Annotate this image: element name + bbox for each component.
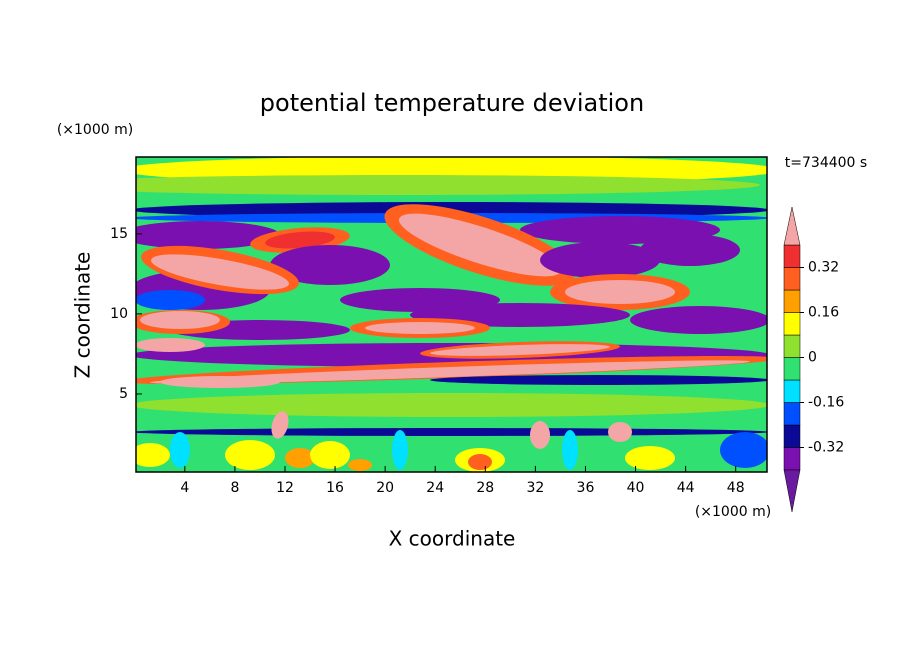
colorbar-over <box>783 206 801 246</box>
x-tick-label: 16 <box>326 480 344 496</box>
x-tick-label: 44 <box>677 480 695 496</box>
contour-region <box>136 338 205 352</box>
colorbar-tick-label: 0.32 <box>808 260 839 276</box>
colorbar-box <box>783 267 801 291</box>
contour-region <box>562 430 578 470</box>
plot-frame <box>135 156 768 473</box>
colorbar-box <box>783 424 801 448</box>
x-tick-label: 32 <box>526 480 544 496</box>
contour-region <box>720 432 767 468</box>
colorbar-box <box>783 289 801 313</box>
contour-field <box>136 157 767 472</box>
contour-region <box>136 290 205 310</box>
x-axis-label: X coordinate <box>389 527 516 551</box>
x-tick-label: 36 <box>577 480 595 496</box>
annotation: t=734400 s <box>785 155 867 171</box>
contour-region <box>136 443 170 467</box>
chart-title: potential temperature deviation <box>260 89 644 117</box>
contour-region <box>565 280 675 304</box>
contour-region <box>136 428 767 436</box>
contour-region <box>430 344 610 356</box>
contour-region <box>630 306 767 334</box>
x-tick-label: 24 <box>426 480 444 496</box>
y-tick-label: 10 <box>110 306 128 322</box>
contour-region <box>398 213 562 277</box>
contour-region <box>160 376 280 388</box>
x-unit: (×1000 m) <box>695 504 771 520</box>
contour-region <box>151 254 289 290</box>
contour-region <box>170 432 190 468</box>
contour-region <box>271 411 289 439</box>
x-tick-label: 4 <box>180 480 189 496</box>
colorbar-box <box>783 447 801 471</box>
contour-region <box>136 221 280 249</box>
contour-region <box>270 245 390 285</box>
colorbar-tick-label: -0.32 <box>808 440 844 456</box>
contour-region <box>625 446 675 470</box>
x-tick-label: 20 <box>376 480 394 496</box>
colorbar-tick-label: -0.16 <box>808 395 844 411</box>
colorbar-box <box>783 312 801 336</box>
colorbar-tick-label: 0 <box>808 350 817 366</box>
contour-region <box>468 454 492 470</box>
contour-region <box>140 311 220 329</box>
contour-region <box>430 375 767 385</box>
x-tick-label: 12 <box>276 480 294 496</box>
contour-region <box>310 441 350 469</box>
contour-region <box>530 421 550 449</box>
contour-region <box>225 440 275 470</box>
x-tick-label: 48 <box>727 480 745 496</box>
contour-region <box>285 448 315 468</box>
colorbar-box <box>783 244 801 268</box>
x-tick-label: 28 <box>476 480 494 496</box>
y-tick-label: 15 <box>110 226 128 242</box>
x-tick-label: 40 <box>627 480 645 496</box>
contour-region <box>540 242 660 278</box>
y-unit: (×1000 m) <box>57 122 133 138</box>
contour-region <box>608 422 632 442</box>
colorbar-box <box>783 379 801 403</box>
y-axis-label: Z coordinate <box>71 252 95 379</box>
x-tick-label: 8 <box>230 480 239 496</box>
colorbar-box <box>783 357 801 381</box>
colorbar-box <box>783 402 801 426</box>
contour-region <box>136 393 767 417</box>
contour-region <box>640 234 740 266</box>
contour-region <box>348 459 372 471</box>
colorbar-tick-label: 0.16 <box>808 305 839 321</box>
colorbar-under <box>783 469 801 513</box>
contour-region <box>265 231 335 249</box>
colorbar-box <box>783 334 801 358</box>
contour-region <box>365 322 475 334</box>
contour-region <box>150 360 750 384</box>
y-tick-label: 5 <box>119 386 128 402</box>
contour-region <box>392 430 408 470</box>
contour-region <box>136 175 760 195</box>
